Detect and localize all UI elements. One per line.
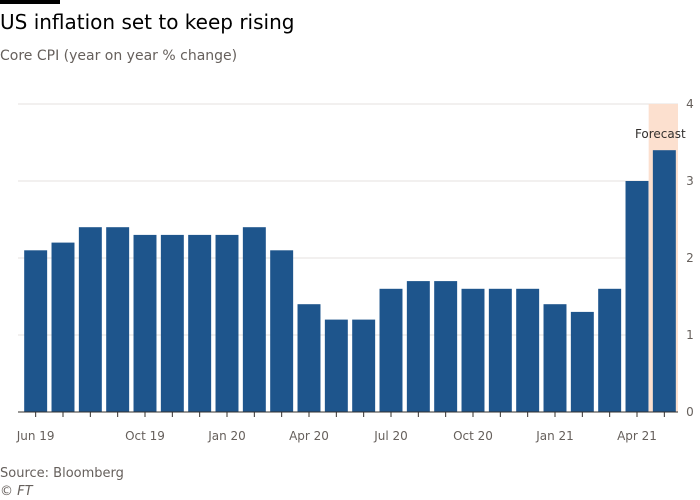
x-tick-label: Jul 20 [373,429,408,443]
bar [324,319,348,412]
y-axis: 0 1 2 3 4 [686,97,694,419]
y-tick-label: 2 [686,251,694,265]
x-tick-label: Apr 20 [289,429,329,443]
bar [434,281,458,412]
bar [352,319,376,412]
bar [516,288,540,412]
bar [160,234,184,412]
x-axis: Jun 19 Oct 19 Jan 20 Apr 20 Jul 20 Oct 20 Jan … [16,411,678,443]
chart-title: US inflation set to keep rising [0,10,295,34]
chart-subtitle: Core CPI (year on year % change) [0,48,238,64]
bars [24,150,676,412]
bar [488,288,512,412]
source-note: Source: Bloomberg [0,466,124,481]
bar [270,250,294,412]
x-tick-label: Oct 19 [125,429,165,443]
bar [652,150,676,412]
bar [379,288,403,412]
y-tick-label: 0 [686,405,694,419]
brand-bar [0,0,60,4]
x-tick-label: Jan 20 [207,429,246,443]
bar [215,234,239,412]
x-tick-label: Jun 19 [16,429,55,443]
bar [461,288,485,412]
x-tick-label: Oct 20 [453,429,493,443]
y-tick-label: 3 [686,174,694,188]
forecast-label: Forecast [635,127,686,141]
bar [543,304,567,412]
bar [297,304,321,412]
bar [570,311,594,412]
bar [242,227,266,412]
x-tick-label: Apr 21 [617,429,657,443]
bar [78,227,102,412]
bar [188,234,212,412]
y-tick-label: 4 [686,97,694,111]
bar [51,242,75,412]
bar [406,281,430,412]
bar [625,181,649,412]
bar [24,250,48,412]
bar [106,227,130,412]
y-tick-label: 1 [686,328,694,342]
x-tick-label: Jan 21 [535,429,574,443]
bar [598,288,622,412]
bar [133,234,157,412]
credit-note: © FT [0,484,33,499]
